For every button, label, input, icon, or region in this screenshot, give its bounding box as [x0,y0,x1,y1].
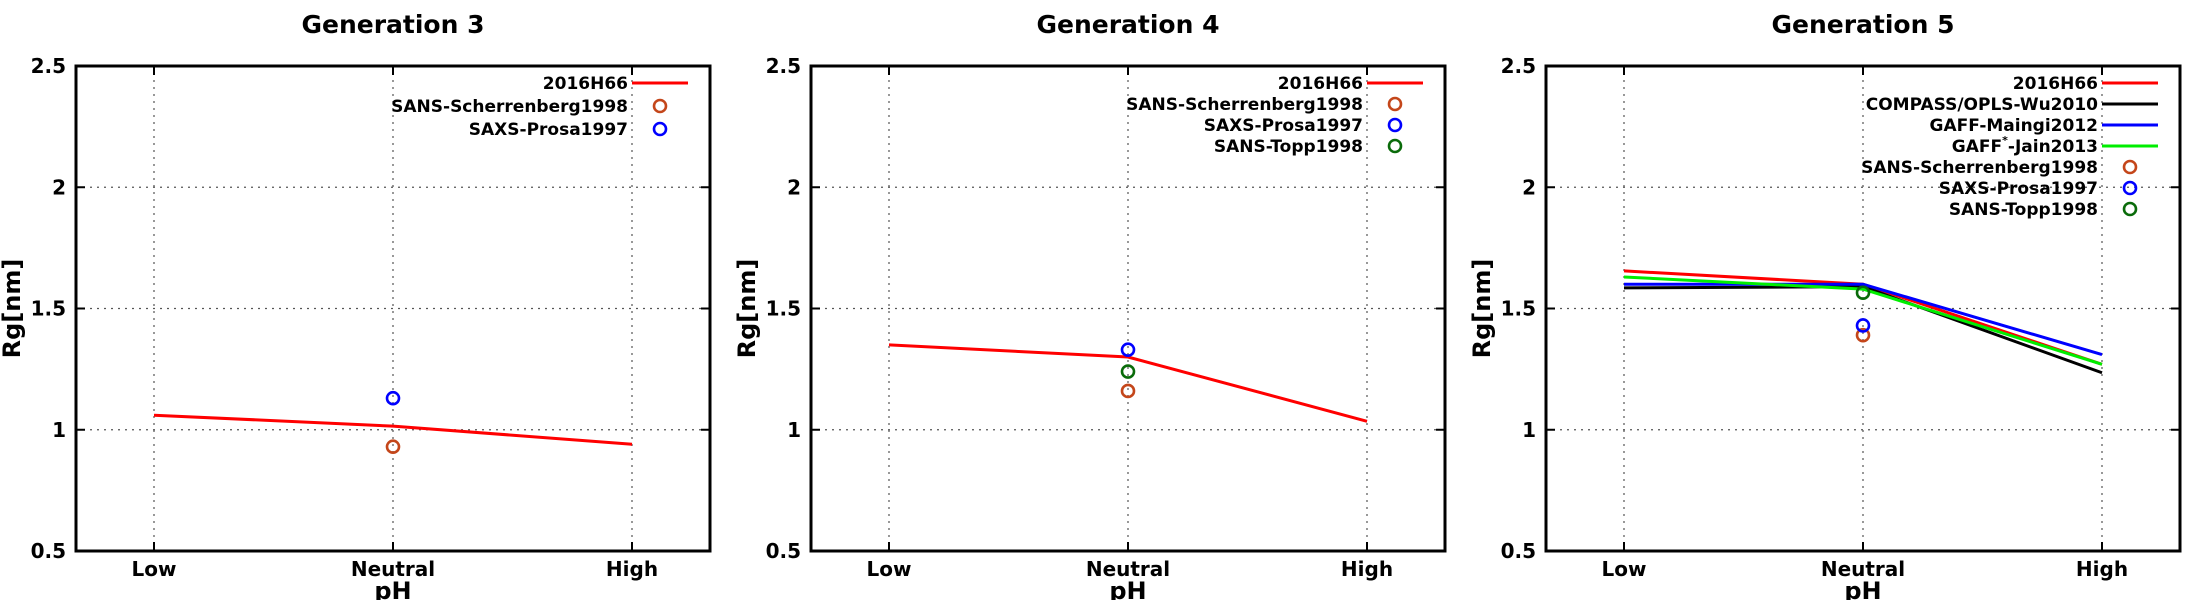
legend-label: SAXS-Prosa1997 [1939,179,2098,199]
chart-panel-2: Generation 4 0.5 1 1.5 2 2.5 Low Neutral High pH R… [733,10,1447,600]
y-tick-label: 0.5 [1501,539,1536,563]
legend-point-sample [2122,180,2138,196]
y-tick-label: 2.5 [31,54,66,78]
legend-point-sample [1387,96,1403,112]
y-tick-label: 0.5 [31,539,66,563]
legend-point-sample [1387,138,1403,154]
x-tick-label: Low [132,557,177,581]
plot-frame [809,64,1447,553]
x-axis-label: pH [374,577,411,600]
x-tick-label: Neutral [351,557,435,581]
legend: 2016H66SANS-Scherrenberg1998SAXS-Prosa19… [1126,74,1423,157]
data-point [1855,285,1871,301]
series-line [153,413,633,446]
chart-title: Generation 5 [1771,10,1954,39]
y-tick-label: 1.5 [766,297,801,321]
legend-point-sample [2122,201,2138,217]
legend-label: 2016H66 [543,74,628,94]
x-axis-label: pH [1844,577,1881,600]
x-axis-label: pH [1109,577,1146,600]
y-tick-label: 1.5 [31,297,66,321]
data-point [1855,327,1871,343]
data-point [1855,318,1871,333]
legend: 2016H66COMPASS/OPLS-Wu2010GAFF-Maingi201… [1861,74,2158,220]
y-tick-label: 1.5 [1501,297,1536,321]
chart-title: Generation 4 [1036,10,1219,39]
x-tick-label: Neutral [1821,557,1905,581]
data-point [1120,342,1136,358]
legend-label: SAXS-Prosa1997 [469,120,628,140]
plot-frame [1544,64,2182,553]
y-tick-label: 2.5 [1501,54,1536,78]
y-axis-label: Rg[nm] [0,259,26,359]
chart-title: Generation 3 [301,10,484,39]
x-tick-label: Low [1602,557,1647,581]
data-point [1120,383,1136,399]
data-point [385,390,401,406]
legend-label: COMPASS/OPLS-Wu2010 [1866,95,2098,115]
legend-point-sample [652,98,668,114]
y-tick-label: 2 [787,175,801,199]
legend: 2016H66 SANS-Scherrenberg1998 SAXS-Prosa19… [391,74,688,140]
data-point [1120,364,1136,379]
legend-label: SANS-Scherrenberg1998 [1126,95,1363,115]
legend-label: GAFF*-Jain2013 [1952,134,2098,157]
y-tick-label: 2 [52,175,66,199]
y-tick-label: 0.5 [766,539,801,563]
legend-label: GAFF-Maingi2012 [1930,116,2099,136]
y-tick-label: 1 [52,418,66,442]
legend-point-sample [2122,159,2138,175]
chart-panel-3: Generation 5 0.5 1 1.5 2 2.5 Low Neutral High pH R… [1468,10,2182,600]
x-tick-label: High [2076,557,2128,581]
legend-label: 2016H66 [2013,74,2098,94]
y-tick-label: 1 [1522,418,1536,442]
legend-label-part: -Jain2013 [2008,137,2098,157]
x-tick-label: High [606,557,658,581]
legend-label: 2016H66 [1278,74,1363,94]
legend-point-sample [652,121,668,137]
chart-panel-1: Generation 3 0.5 1 1.5 2 2.5 Low Neutral High pH R… [0,10,712,600]
x-tick-label: Low [867,557,912,581]
legend-label-superscript: * [2002,134,2008,147]
series-line [1623,275,2103,366]
legend-point-sample [1387,117,1403,133]
legend-label: SAXS-Prosa1997 [1204,116,1363,136]
series-line [1624,282,2103,357]
legend-label: SANS-Topp1998 [1214,137,1363,157]
x-tick-label: Neutral [1086,557,1170,581]
plot-frame [74,64,712,553]
y-axis-label: Rg[nm] [1468,259,1496,359]
legend-label-part: GAFF [1952,137,2002,157]
legend-label: SANS-Scherrenberg1998 [391,97,628,117]
legend-label: SANS-Scherrenberg1998 [1861,158,2098,178]
y-tick-label: 2 [1522,175,1536,199]
y-axis-label: Rg[nm] [733,259,761,359]
y-tick-label: 1 [787,418,801,442]
data-point [385,439,401,455]
x-tick-label: High [1341,557,1393,581]
legend-label: SANS-Topp1998 [1949,200,2098,220]
y-tick-label: 2.5 [766,54,801,78]
